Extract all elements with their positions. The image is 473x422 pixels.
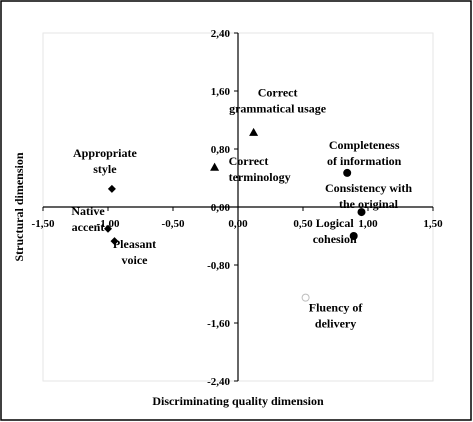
axes	[42, 32, 434, 382]
point-correct-grammatical-usage	[249, 127, 259, 136]
y-tick-label: 0,00	[211, 202, 231, 214]
y-tick-label: -0,80	[207, 260, 230, 272]
y-tick-label: 0,80	[211, 144, 231, 156]
point-completeness-of-information	[343, 168, 352, 177]
x-tick-label: -0,50	[162, 218, 185, 230]
y-tick-label: 2,40	[211, 28, 231, 40]
x-tick-label: 0,50	[293, 218, 313, 230]
data-points	[104, 127, 366, 302]
label-logical-cohesion: Logical cohesion	[313, 216, 357, 246]
y-tick-label: -2,40	[207, 376, 230, 388]
label-pleasant-voice: Pleasant voice	[113, 237, 156, 267]
point-pleasant-voice	[110, 237, 119, 246]
y-axis-title: Structural dimension	[12, 152, 26, 261]
point-fluency-of-delivery	[301, 293, 310, 302]
label-completeness-of-information: Completeness of information	[327, 138, 402, 168]
label-consistency-with-the-original: Consistency with the original	[325, 181, 412, 211]
x-axis-title: Discriminating quality dimension	[152, 394, 324, 408]
y-tick-label: -1,60	[207, 318, 230, 330]
x-tick-label: -1,50	[32, 218, 55, 230]
point-logical-cohesion	[349, 232, 358, 240]
tick-labels: -1,50 -1,00 -0,50 0,00 0,50 1,00 1,50 2,40 1,60 0…	[32, 28, 444, 388]
label-correct-terminology: Correct terminology	[229, 154, 291, 184]
x-tick-label: 1,50	[423, 218, 443, 230]
point-correct-terminology	[210, 162, 220, 171]
label-appropriate-style: Appropriate style	[73, 146, 137, 176]
label-fluency-of-delivery: Fluency of delivery	[309, 301, 364, 331]
label-native-accent: Native accent	[71, 204, 105, 234]
point-appropriate-style	[107, 184, 116, 193]
label-correct-grammatical-usage: Correct grammatical usage	[229, 85, 327, 115]
x-tick-label: -1,00	[97, 218, 120, 230]
point-consistency-with-the-original	[357, 208, 366, 217]
x-tick-label: 1,00	[358, 218, 378, 230]
y-tick-label: 1,60	[211, 86, 231, 98]
point-native-accent	[104, 224, 112, 233]
point-labels: Correct grammatical usage Correct terminolo…	[71, 85, 412, 330]
x-tick-label: 0,00	[228, 218, 248, 230]
